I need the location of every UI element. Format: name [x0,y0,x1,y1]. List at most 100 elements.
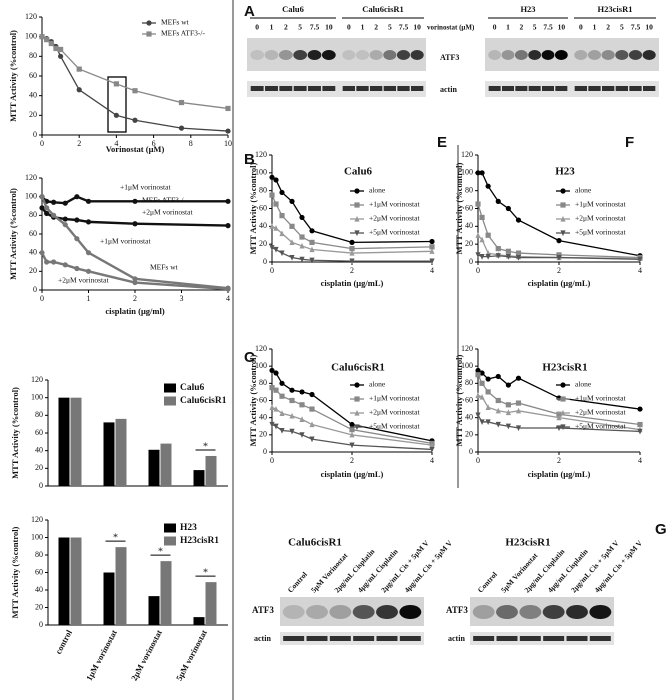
lane-label: 10 [325,23,333,32]
blot-band [541,50,555,60]
legend-marker [354,215,360,222]
y-tick-label: 100 [25,31,37,40]
actin-band [515,86,528,91]
y-tick-label: 60 [465,395,473,404]
legend-marker [560,230,566,237]
x-axis-label: cisplatin (μg/mL) [528,278,591,288]
marker [225,286,231,292]
marker [132,221,138,227]
blot-band [554,50,568,60]
marker [429,442,435,448]
x-tick-label: 2 [350,266,354,275]
lane-label: 4μg/mL Cisplatin [356,546,401,594]
chart-title: H23 [555,166,575,178]
marker [269,421,275,428]
legend-marker [560,188,566,194]
marker [505,382,511,388]
legend-label: +5μM vorinostat [369,228,420,237]
marker [62,222,68,228]
marker [495,198,501,204]
significance-label: * [203,567,208,578]
actin-band [589,636,611,641]
y-tick-label: 120 [25,12,37,21]
marker [53,45,59,52]
marker [495,397,501,404]
row-label: actin [440,85,457,94]
lane-label: 1 [593,23,597,32]
lane-label: 10 [413,23,421,32]
y-tick-label: 120 [31,375,43,384]
panel-label: B [244,151,255,168]
chart-title: Calu6 [344,166,373,178]
actin-band [370,86,383,91]
marker [475,392,481,398]
marker [62,200,68,206]
annotation: +1μM vorinostat [120,183,171,192]
y-tick-label: 120 [255,150,267,159]
blot-band [642,50,656,60]
legend-label: alone [575,186,592,195]
y-tick-label: 0 [469,447,473,456]
legend-marker [354,382,360,388]
legend-marker [354,409,360,416]
marker [479,254,485,260]
blot-background [247,38,426,71]
blot-band [410,50,424,60]
marker [279,213,285,219]
bar [58,397,70,486]
marker [475,412,481,419]
y-tick-label: 40 [35,445,43,454]
marker [178,99,185,106]
actin-band [473,636,495,641]
bar [115,547,127,625]
legend-marker [354,188,360,194]
actin-band [566,636,588,641]
x-tick-label: 2μM vorinostat [129,628,164,682]
marker [273,370,279,376]
y-tick-label: 0 [263,447,267,456]
marker [505,254,511,260]
x-tick-label: 8 [189,139,193,148]
marker [556,254,562,261]
marker [556,411,562,417]
blot-band [488,50,502,60]
marker [269,385,275,391]
lane-label: 2μg/mL Cisplatin [332,546,377,594]
blot-band [589,605,612,619]
actin-band [353,636,375,641]
legend-label: +1μM vorinostat [369,200,420,209]
marker [273,177,279,183]
marker [273,405,279,412]
marker [515,250,522,256]
marker [279,410,285,416]
y-axis-label: MTT Activity (%control) [248,354,258,446]
actin-band [250,86,264,91]
blot-band [376,605,398,619]
x-tick-label: 2 [350,456,354,465]
significance-label: * [113,532,118,543]
lane-label: 1 [270,23,274,32]
marker [429,238,435,245]
lane-label: 4μg/mL Cisplatin [546,546,591,594]
marker [51,212,57,218]
actin-band [502,86,514,91]
chart-title: H23cisR1 [542,362,587,374]
legend-label: +1μM vorinostat [575,200,626,209]
chart-title: Calu6cisR1 [331,362,385,374]
y-tick-label: 20 [259,430,267,439]
marker [39,205,45,211]
marker [299,242,305,249]
y-tick-label: 20 [29,110,37,119]
actin-band [543,636,565,641]
actin-band [488,86,501,91]
x-tick-label: 4 [638,266,642,275]
actin-band [574,86,587,91]
lane-label: 0 [493,23,497,32]
marker [279,250,285,257]
y-tick-label: 120 [31,515,43,524]
lane-label: 5 [388,23,392,32]
legend-label: +2μM vorinostat [575,408,626,417]
marker [475,372,481,378]
legend-label: +5μM vorinostat [575,422,626,431]
blot-band [601,50,615,60]
